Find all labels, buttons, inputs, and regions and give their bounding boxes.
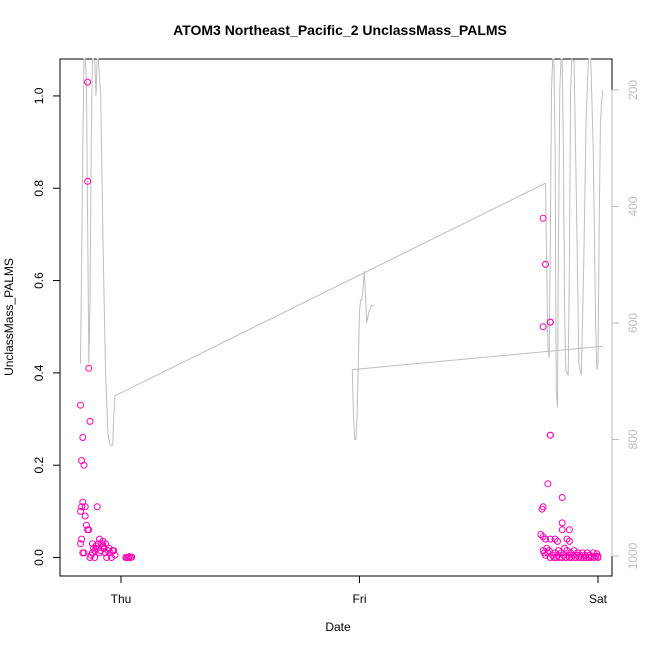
altitude-line-segment — [351, 270, 374, 440]
data-point — [80, 549, 88, 557]
data-point — [99, 537, 107, 545]
data-point — [77, 401, 84, 409]
data-point — [78, 503, 86, 511]
data-point — [111, 551, 119, 559]
right-y-tick-label: 800 — [626, 429, 640, 449]
data-point — [103, 554, 111, 561]
data-point — [81, 503, 89, 511]
data-point — [558, 494, 566, 501]
data-point — [542, 535, 549, 543]
data-point — [554, 537, 561, 545]
data-point — [555, 547, 563, 555]
chart-title: ATOM3 Northeast_Pacific_2 UnclassMass_PA… — [173, 22, 507, 38]
altitude-line-series — [80, 57, 604, 446]
data-point — [543, 544, 551, 552]
data-point — [124, 554, 132, 561]
x-tick-label: Sat — [589, 592, 608, 606]
data-point — [102, 549, 109, 557]
y-axis: 0.0 0.2 0.4 0.6 0.8 1.0 — [32, 87, 61, 566]
data-point — [128, 553, 136, 561]
data-point — [557, 549, 565, 557]
data-point — [85, 364, 93, 372]
data-point — [563, 535, 571, 543]
right-y-tick-label: 600 — [626, 313, 640, 333]
data-point — [542, 260, 549, 268]
x-tick-label: Fri — [353, 592, 367, 606]
y-tick-label: 0.4 — [32, 364, 46, 381]
y-tick-label: 0.0 — [32, 549, 46, 566]
y-tick-label: 0.8 — [32, 180, 46, 197]
data-point — [546, 431, 554, 439]
data-point — [86, 417, 94, 425]
data-point — [84, 78, 92, 86]
data-point — [108, 554, 115, 561]
data-point — [559, 551, 567, 559]
data-point — [551, 535, 559, 543]
data-point — [539, 323, 547, 331]
data-point — [590, 554, 598, 561]
data-point — [565, 526, 573, 534]
data-point — [545, 547, 553, 555]
data-point — [567, 549, 575, 557]
data-point — [85, 526, 93, 534]
data-point — [100, 544, 108, 552]
x-axis-label: Date — [325, 620, 351, 634]
data-point — [78, 535, 86, 543]
altitude-line-segment — [352, 345, 603, 371]
right-y-tick-label: 1000 — [626, 542, 640, 569]
plot-frame — [59, 58, 613, 577]
y-tick-label: 0.6 — [32, 272, 46, 289]
right-y-axis: 200 400 600 800 1000 — [611, 80, 640, 569]
data-point — [563, 547, 571, 555]
y-tick-label: 1.0 — [32, 87, 46, 104]
data-point — [577, 554, 585, 561]
y-tick-label: 0.2 — [32, 457, 46, 474]
data-point — [93, 503, 101, 511]
data-point — [539, 533, 547, 541]
data-point — [77, 507, 84, 515]
data-point — [537, 531, 545, 538]
data-point — [565, 537, 573, 545]
data-point — [574, 549, 582, 557]
data-point — [91, 554, 99, 561]
data-point — [80, 461, 88, 469]
data-point — [84, 177, 92, 185]
data-point — [110, 547, 118, 555]
data-point — [77, 540, 84, 548]
scatter-points — [77, 78, 602, 561]
altitude-line-segment — [80, 57, 604, 446]
data-point — [539, 214, 547, 222]
right-y-tick-label: 200 — [626, 80, 640, 100]
data-point — [579, 549, 586, 557]
data-point — [594, 552, 602, 560]
data-point — [561, 544, 569, 552]
data-point — [538, 505, 546, 513]
right-y-tick-label: 400 — [626, 196, 640, 216]
x-tick-label: Thu — [111, 592, 132, 606]
data-point — [546, 535, 554, 543]
data-point — [546, 318, 554, 326]
data-point — [558, 519, 566, 527]
data-point — [544, 480, 552, 488]
y-axis-label: UnclassMass_PALMS — [2, 258, 16, 376]
x-axis: Thu Fri Sat — [111, 575, 608, 606]
data-point — [81, 512, 89, 520]
data-point — [558, 526, 566, 534]
data-point — [79, 434, 87, 441]
data-point — [102, 540, 109, 548]
